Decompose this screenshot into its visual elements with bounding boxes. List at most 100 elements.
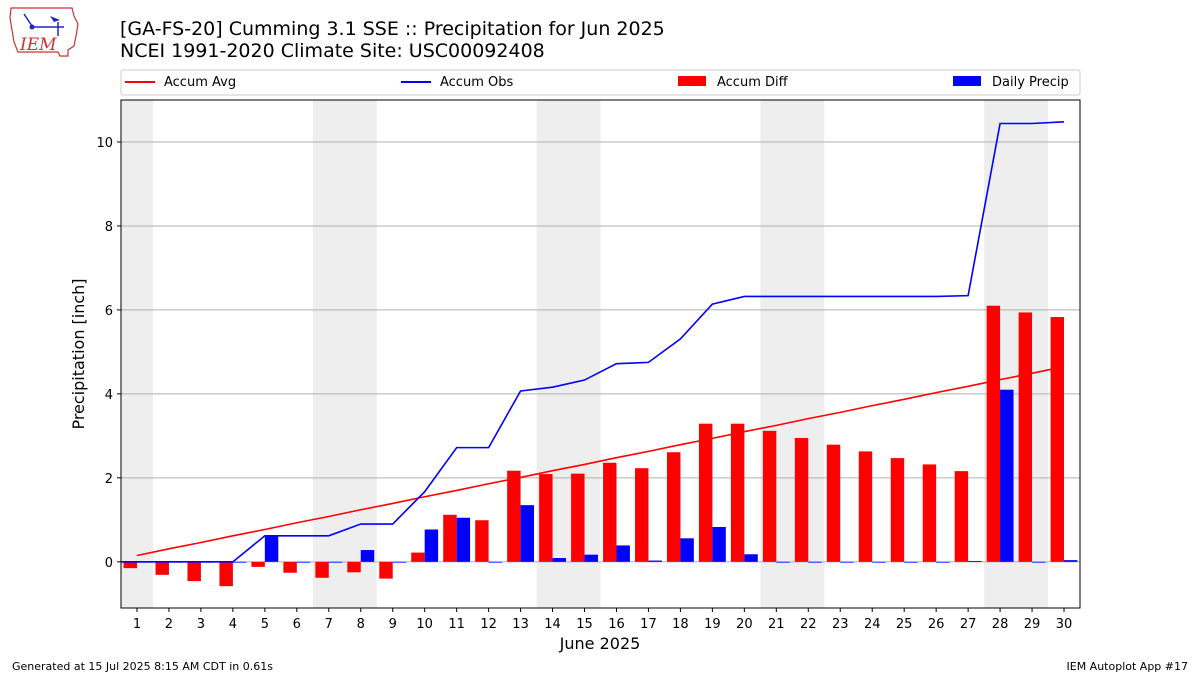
x-axis-label: June 2025 — [559, 634, 641, 653]
x-tick-label: 2 — [165, 617, 173, 632]
x-tick-label: 23 — [832, 617, 849, 632]
daily-precip-bar — [904, 561, 918, 563]
daily-precip-bar — [1032, 561, 1046, 563]
accum-diff-bar — [635, 468, 649, 562]
daily-precip-bar — [936, 561, 950, 563]
weekend-band — [312, 100, 377, 608]
x-tick-label: 17 — [640, 617, 657, 632]
accum-obs-line — [121, 121, 1065, 563]
daily-precip-bar — [648, 560, 662, 562]
legend: Accum Avg Accum Obs Accum Diff Daily Pre… — [120, 69, 1081, 96]
accum-diff-bar — [762, 430, 777, 562]
accum-diff-bar — [379, 561, 393, 579]
accum-diff-bar — [603, 462, 617, 562]
daily-precip-bar — [776, 561, 790, 563]
accum-diff-bar — [954, 471, 969, 562]
x-tick-label: 6 — [293, 617, 301, 632]
accum-diff-bar — [315, 561, 329, 578]
daily-precip-bar — [424, 529, 439, 562]
accum-diff-bar — [922, 464, 937, 562]
x-tick-label: 11 — [448, 617, 465, 632]
x-tick-label: 1 — [133, 617, 141, 632]
legend-daily-precip: Daily Precip — [992, 75, 1069, 90]
iowa-outline — [9, 7, 79, 57]
x-tick-label: 27 — [960, 617, 977, 632]
x-tick-label: 29 — [1024, 617, 1041, 632]
accum-diff-bar — [507, 470, 521, 562]
legend-accum-obs: Accum Obs — [440, 75, 513, 90]
x-tick-label: 15 — [576, 617, 593, 632]
weekend-band — [121, 100, 153, 608]
x-tick-label: 5 — [261, 617, 269, 632]
generated-timestamp: Generated at 15 Jul 2025 8:15 AM CDT in … — [12, 660, 273, 673]
accum-diff-bar — [666, 452, 681, 562]
weather-station-vane — [50, 16, 60, 22]
daily-precip-bar — [328, 561, 343, 563]
chart-subtitle: NCEI 1991-2020 Climate Site: USC00092408 — [120, 40, 545, 62]
chart-title: [GA-FS-20] Cumming 3.1 SSE :: Precipitat… — [120, 18, 665, 40]
accum-diff-bar — [1050, 317, 1065, 562]
daily-precip-bar — [232, 561, 247, 563]
x-tick-label: 8 — [357, 617, 365, 632]
daily-precip-bar — [264, 535, 279, 562]
daily-precip-bar — [840, 561, 854, 563]
daily-precip-bar — [584, 554, 598, 562]
x-tick-label: 16 — [608, 617, 625, 632]
x-tick-label: 14 — [544, 617, 561, 632]
x-tick-label: 10 — [416, 617, 433, 632]
accum-diff-bar — [347, 561, 361, 573]
y-tick-label: 8 — [105, 220, 113, 235]
legend-accum-avg: Accum Avg — [164, 75, 236, 90]
y-tick-label: 4 — [105, 388, 113, 403]
daily-precip-bar — [1064, 560, 1078, 562]
x-tick-label: 21 — [768, 617, 785, 632]
accum-diff-bar — [826, 444, 841, 562]
accum-diff-bar — [698, 423, 713, 562]
x-tick-label: 26 — [928, 617, 945, 632]
daily-precip-bar — [744, 554, 758, 562]
daily-precip-bar — [872, 561, 886, 563]
y-tick-label: 0 — [105, 556, 113, 571]
x-tick-label: 12 — [480, 617, 497, 632]
accum-diff-bar — [571, 473, 585, 562]
lines — [121, 121, 1065, 563]
y-axis-label: Precipitation [inch] — [69, 278, 88, 429]
grid-lines — [121, 141, 1080, 563]
daily-precip-bar — [808, 561, 822, 563]
x-tick-label: 18 — [672, 617, 689, 632]
accum-diff-bar — [187, 561, 201, 582]
x-tick-label: 20 — [736, 617, 753, 632]
x-tick-label: 9 — [389, 617, 397, 632]
y-tick-label: 6 — [105, 304, 113, 319]
accum-diff-bar — [219, 561, 233, 587]
accum-diff-bar — [251, 561, 265, 567]
x-tick-label: 3 — [197, 617, 205, 632]
daily-precip-bar — [360, 550, 375, 562]
daily-precip-bar — [296, 561, 311, 563]
accum-diff-bar — [475, 520, 489, 562]
x-tick-label: 7 — [325, 617, 333, 632]
daily-precip-bar — [488, 561, 503, 563]
accum-diff-bar — [123, 561, 137, 569]
daily-precip-bar — [968, 560, 982, 562]
accum-diff-bar — [794, 437, 809, 562]
weather-station-icon — [23, 13, 33, 27]
daily-precip-bar — [392, 561, 407, 563]
x-tick-label: 13 — [512, 617, 529, 632]
bars — [123, 305, 1078, 587]
accum-diff-bar — [890, 458, 905, 562]
x-tick-label: 4 — [229, 617, 237, 632]
accum-diff-bar — [155, 561, 169, 575]
accum-diff-bar — [411, 552, 425, 562]
accum-avg-line — [136, 365, 1065, 557]
accum-diff-bar — [986, 305, 1001, 562]
daily-precip-bar — [552, 558, 566, 562]
accum-diff-bar — [443, 514, 457, 562]
y-tick-label: 10 — [96, 136, 113, 151]
x-tick-label: 22 — [800, 617, 817, 632]
x-tick-label: 25 — [896, 617, 913, 632]
plot-frame — [120, 99, 1081, 609]
accum-diff-bar — [858, 451, 873, 562]
